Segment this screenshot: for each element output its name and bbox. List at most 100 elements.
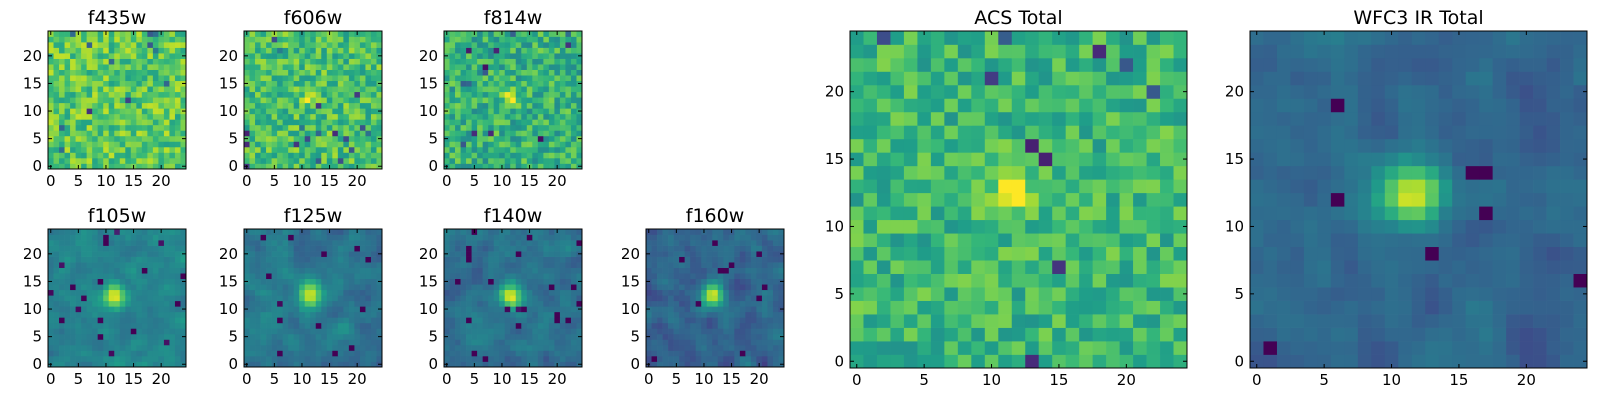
heatmap-cell xyxy=(510,130,517,137)
heatmap-cell xyxy=(651,273,658,280)
heatmap-cell xyxy=(499,53,506,59)
heatmap-cell xyxy=(537,108,544,115)
heatmap-cell xyxy=(488,289,495,296)
heatmap-cell xyxy=(679,306,685,313)
heatmap-cell xyxy=(114,163,121,170)
heatmap-cell xyxy=(108,157,115,164)
heatmap-cell xyxy=(543,97,550,104)
heatmap-cell xyxy=(119,333,126,340)
heatmap-cell xyxy=(64,295,71,302)
heatmap-cell xyxy=(92,333,99,340)
heatmap-cell xyxy=(70,262,76,268)
heatmap-cell xyxy=(376,130,383,137)
heatmap-cell xyxy=(876,354,891,369)
heatmap-cell xyxy=(651,256,658,263)
heatmap-cell xyxy=(59,256,65,263)
heatmap-cell xyxy=(114,262,121,268)
heatmap-cell xyxy=(59,141,65,148)
heatmap-cell xyxy=(662,234,669,241)
heatmap-cell xyxy=(130,311,137,318)
heatmap-cell xyxy=(158,328,165,335)
heatmap-cell xyxy=(548,289,555,296)
heatmap-cell xyxy=(548,80,555,87)
heatmap-cell xyxy=(141,306,148,313)
heatmap-cell xyxy=(293,69,300,76)
heatmap-cell xyxy=(537,240,544,246)
heatmap-cell xyxy=(332,31,339,37)
heatmap-cell xyxy=(70,328,76,335)
heatmap-cell xyxy=(565,333,572,340)
heatmap-cell xyxy=(141,130,148,137)
heatmap-cell xyxy=(147,322,154,329)
heatmap-cell xyxy=(59,355,65,362)
heatmap-cell xyxy=(717,322,724,329)
heatmap-cell xyxy=(114,267,121,274)
heatmap-cell xyxy=(455,152,461,159)
heatmap-cell xyxy=(163,251,170,257)
heatmap-cell xyxy=(255,355,261,362)
heatmap-cell xyxy=(108,317,115,324)
heatmap-cell xyxy=(255,245,261,252)
heatmap-cell xyxy=(152,339,159,346)
heatmap-cell xyxy=(130,157,137,164)
heatmap-cell xyxy=(147,58,154,65)
heatmap-cell xyxy=(136,262,143,268)
heatmap-cell xyxy=(449,267,456,274)
heatmap-cell xyxy=(532,69,539,76)
heatmap-cell xyxy=(984,192,999,207)
heatmap-cell xyxy=(348,97,355,104)
heatmap-cell xyxy=(477,69,483,76)
heatmap-cell xyxy=(288,256,295,263)
heatmap-cell xyxy=(488,333,495,340)
heatmap-cell xyxy=(662,289,669,296)
heatmap-cell xyxy=(477,157,483,164)
heatmap-cell xyxy=(515,64,522,70)
heatmap-cell xyxy=(778,289,785,296)
heatmap-cell xyxy=(1119,179,1134,194)
heatmap-cell xyxy=(499,328,506,335)
heatmap-cell xyxy=(119,135,126,142)
heatmap-cell xyxy=(745,333,752,340)
heatmap-cell xyxy=(482,328,489,335)
heatmap-cell xyxy=(532,289,539,296)
heatmap-cell xyxy=(455,42,461,48)
heatmap-cell xyxy=(548,245,555,252)
heatmap-cell xyxy=(326,130,333,137)
heatmap-cell xyxy=(64,102,71,109)
heatmap-cell xyxy=(570,267,577,274)
heatmap-cell xyxy=(493,317,500,324)
heatmap-cells xyxy=(244,31,383,170)
heatmap-cell xyxy=(548,75,555,82)
heatmap-cell xyxy=(141,273,148,280)
heatmap-cell xyxy=(471,289,478,296)
heatmap-cell xyxy=(651,234,658,241)
heatmap-cell xyxy=(717,229,724,235)
heatmap-cell xyxy=(266,80,272,87)
heatmap-cell xyxy=(570,289,577,296)
heatmap-cell xyxy=(130,42,137,48)
heatmap-cell xyxy=(734,333,741,340)
heatmap-cell xyxy=(354,328,361,335)
heatmap-cell xyxy=(646,240,652,246)
heatmap-cell xyxy=(75,267,82,274)
heatmap-cell xyxy=(756,234,763,241)
heatmap-cell xyxy=(59,361,65,368)
heatmap-cell xyxy=(684,256,691,263)
heatmap-cell xyxy=(455,262,461,268)
heatmap-cell xyxy=(651,322,658,329)
heatmap-cell xyxy=(493,300,500,307)
heatmap-cell xyxy=(354,322,361,329)
heatmap-cell xyxy=(136,146,143,153)
heatmap-cell xyxy=(1079,246,1093,261)
heatmap-cell xyxy=(651,289,658,296)
heatmap-cell xyxy=(321,86,328,93)
heatmap-cell xyxy=(543,75,550,82)
heatmap-cell xyxy=(348,229,355,235)
heatmap-cell xyxy=(255,102,261,109)
heatmap-cell xyxy=(158,124,165,131)
heatmap-cell xyxy=(293,300,300,307)
heatmap-cell xyxy=(53,350,60,357)
heatmap-cell xyxy=(174,163,181,170)
heatmap-cell xyxy=(376,229,383,235)
